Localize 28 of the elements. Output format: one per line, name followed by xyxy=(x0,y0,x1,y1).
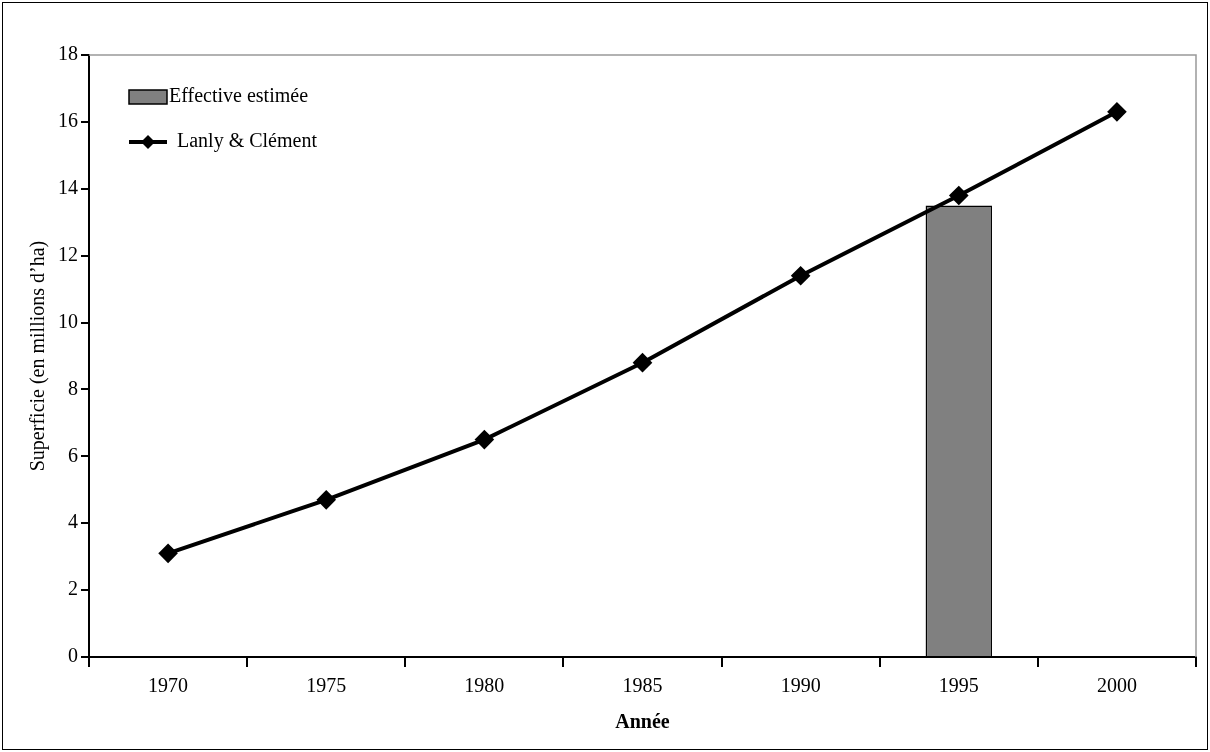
legend-label: Effective estimée xyxy=(169,84,309,107)
y-tick-label: 14 xyxy=(58,176,78,199)
x-tick-label: 1985 xyxy=(622,674,663,697)
x-tick-label: 1995 xyxy=(938,674,979,697)
point xyxy=(317,490,336,509)
y-tick-label: 6 xyxy=(68,443,78,466)
y-tick-label: 12 xyxy=(58,242,78,265)
x-tick-label: 1990 xyxy=(780,674,821,697)
point xyxy=(633,353,652,372)
legend-label: Lanly & Clément xyxy=(177,129,318,153)
point xyxy=(791,266,810,285)
y-tick-label: 4 xyxy=(68,510,78,533)
point xyxy=(159,544,178,563)
y-tick-label: 2 xyxy=(68,577,78,600)
y-axis-title: Superficie (en millions d’ha) xyxy=(26,240,50,472)
x-tick-label: 1970 xyxy=(148,674,189,697)
y-tick-label: 18 xyxy=(58,42,78,65)
x-tick-label: 1980 xyxy=(464,674,505,697)
point xyxy=(1107,102,1126,121)
y-tick-label: 16 xyxy=(58,109,78,132)
x-tick-label: 1975 xyxy=(306,674,347,697)
point xyxy=(475,430,494,449)
point xyxy=(949,186,968,205)
x-axis-title: Année xyxy=(615,710,670,733)
x-tick-label: 2000 xyxy=(1096,674,1137,697)
y-tick-label: 0 xyxy=(68,644,78,667)
y-tick-label: 10 xyxy=(58,309,78,332)
y-tick-label: 8 xyxy=(68,376,78,399)
